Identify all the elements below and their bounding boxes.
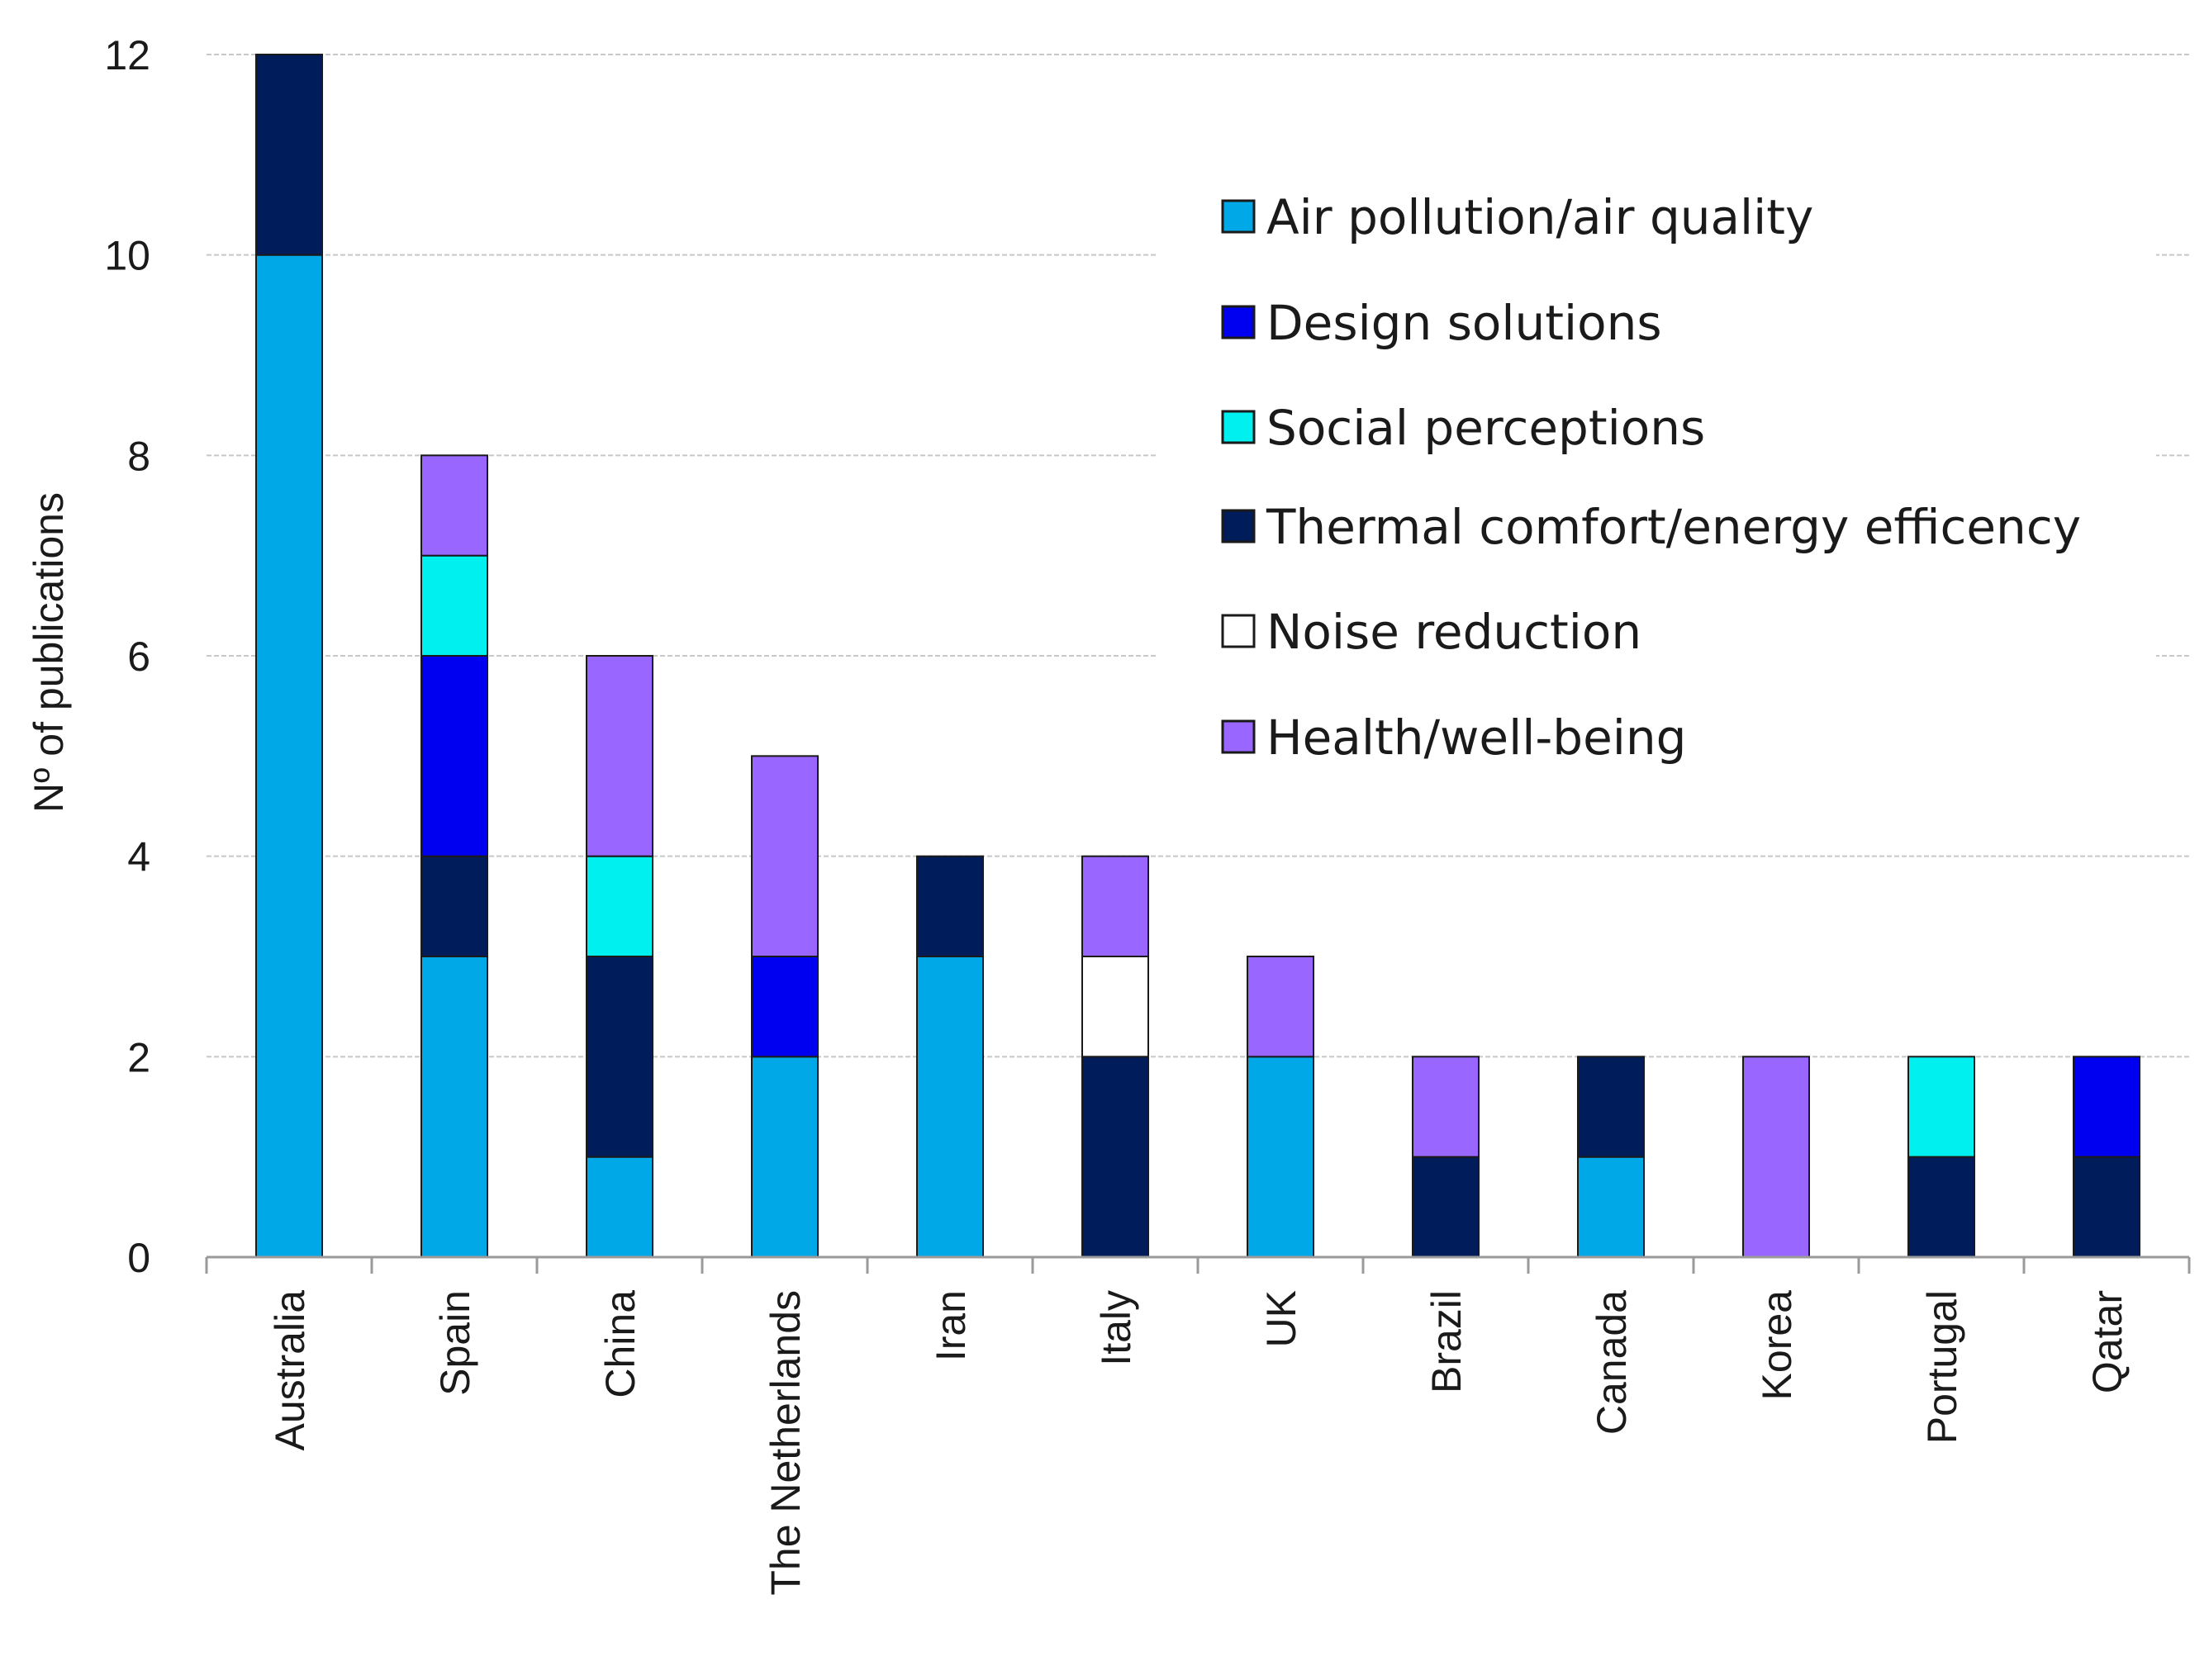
bar-segment-uk-health-well-being xyxy=(1247,956,1314,1058)
bar-segment-italy-health-well-being xyxy=(1081,855,1149,957)
bar-segment-spain-thermal-comfort-energy-efficency xyxy=(420,855,488,957)
x-tick-label-canada: Canada xyxy=(1589,1290,1635,1435)
x-tick-labels: Australia Spain China The Netherlands Iran It… xyxy=(267,1290,2131,1596)
bar-segment-qatar-design-solutions xyxy=(2073,1056,2140,1158)
bar-segment-brazil-health-well-being xyxy=(1412,1056,1480,1158)
legend-label-design-solutions: Design solutions xyxy=(1266,295,1662,351)
legend-swatch-design-solutions xyxy=(1221,305,1256,339)
y-tick-label-12: 12 xyxy=(104,32,150,78)
legend-swatch-air-pollution-air-quality xyxy=(1221,199,1256,234)
bar-segment-the-netherlands-design-solutions xyxy=(751,956,819,1058)
bar-segment-the-netherlands-health-well-being xyxy=(751,755,819,957)
x-tick-label-china: China xyxy=(597,1290,644,1398)
legend-background xyxy=(1157,161,2156,797)
legend: Air pollution/air quality Design solution… xyxy=(1221,189,2081,766)
bar-segment-china-health-well-being xyxy=(586,655,653,857)
bar-segment-australia-thermal-comfort-energy-efficency xyxy=(255,54,323,256)
x-tick-label-korea: Korea xyxy=(1754,1290,1800,1401)
legend-swatch-noise-reduction xyxy=(1221,614,1256,648)
legend-label-noise-reduction: Noise reduction xyxy=(1266,604,1641,660)
legend-swatch-social-perceptions xyxy=(1221,410,1256,444)
legend-swatch-thermal-comfort-energy-efficency xyxy=(1221,509,1256,543)
bar-segment-iran-air-pollution-air-quality xyxy=(916,956,984,1258)
bar-segment-china-social-perceptions xyxy=(586,855,653,957)
bar-segment-china-air-pollution-air-quality xyxy=(586,1156,653,1258)
bar-segment-china-thermal-comfort-energy-efficency xyxy=(586,956,653,1158)
bar-segment-portugal-thermal-comfort-energy-efficency xyxy=(1907,1156,1975,1258)
x-tick-label-portugal: Portugal xyxy=(1919,1290,1965,1444)
bar-segment-australia-air-pollution-air-quality xyxy=(255,254,323,1259)
y-tick-label-10: 10 xyxy=(104,233,150,279)
y-tick-label-2: 2 xyxy=(127,1034,150,1080)
y-tick-label-6: 6 xyxy=(127,634,150,680)
y-tick-label-8: 8 xyxy=(127,433,150,479)
y-axis-title: Nº of publications xyxy=(26,492,72,813)
bar-segment-spain-health-well-being xyxy=(420,454,488,557)
x-tick-label-uk: UK xyxy=(1258,1290,1304,1347)
bar-segment-spain-design-solutions xyxy=(420,655,488,857)
axes xyxy=(205,1255,2191,1274)
bar-segment-italy-thermal-comfort-energy-efficency xyxy=(1081,1056,1149,1259)
bar-segment-the-netherlands-air-pollution-air-quality xyxy=(751,1056,819,1259)
bar-segment-qatar-thermal-comfort-energy-efficency xyxy=(2073,1156,2140,1258)
bars xyxy=(255,54,2140,1259)
bar-segment-portugal-social-perceptions xyxy=(1907,1056,1975,1158)
bar-segment-spain-air-pollution-air-quality xyxy=(420,956,488,1258)
bar-segment-canada-thermal-comfort-energy-efficency xyxy=(1577,1056,1645,1158)
legend-swatch-health-well-being xyxy=(1221,719,1256,754)
x-tick-label-australia: Australia xyxy=(267,1290,313,1451)
bar-segment-uk-air-pollution-air-quality xyxy=(1247,1056,1314,1259)
bar-segment-spain-social-perceptions xyxy=(420,554,488,657)
x-tick-label-spain: Spain xyxy=(432,1290,478,1396)
x-tick-label-qatar: Qatar xyxy=(2084,1290,2131,1393)
x-tick-label-iran: Iran xyxy=(928,1290,974,1361)
y-tick-label-4: 4 xyxy=(127,834,150,880)
legend-label-health-well-being: Health/well-being xyxy=(1266,709,1686,766)
y-tick-labels: 0 2 4 6 8 10 12 xyxy=(104,32,150,1281)
x-tick-label-brazil: Brazil xyxy=(1423,1290,1470,1393)
bar-segment-canada-air-pollution-air-quality xyxy=(1577,1156,1645,1258)
bar-segment-brazil-thermal-comfort-energy-efficency xyxy=(1412,1156,1480,1258)
bar-segment-italy-noise-reduction xyxy=(1081,956,1149,1058)
legend-label-thermal-comfort-energy-efficency: Thermal comfort/energy efficency xyxy=(1266,499,2081,555)
legend-label-air-pollution-air-quality: Air pollution/air quality xyxy=(1266,189,1813,245)
bar-segment-iran-thermal-comfort-energy-efficency xyxy=(916,855,984,957)
y-tick-label-0: 0 xyxy=(127,1235,150,1281)
x-tick-label-italy: Italy xyxy=(1093,1290,1139,1366)
legend-label-social-perceptions: Social perceptions xyxy=(1266,400,1705,456)
x-tick-label-the-netherlands: The Netherlands xyxy=(762,1290,809,1596)
bar-segment-korea-health-well-being xyxy=(1742,1056,1810,1259)
